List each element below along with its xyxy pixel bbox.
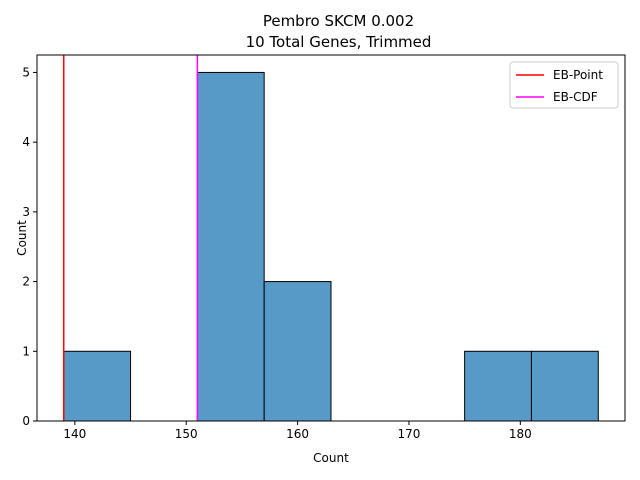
x-tick-label: 170	[398, 427, 421, 441]
histogram-bar-3	[263, 281, 332, 422]
y-tick-label: 5	[22, 65, 30, 79]
reference-lines-group	[62, 55, 199, 421]
x-tick-label: 140	[63, 427, 86, 441]
histogram-bar-0	[63, 350, 132, 422]
x-axis-ticks: 140 150 160 170 180	[63, 421, 532, 441]
bars-group	[63, 71, 599, 422]
y-tick-label: 1	[22, 344, 30, 358]
y-axis-label: Count	[15, 220, 29, 256]
y-tick-label: 3	[22, 205, 30, 219]
histogram-bar-2	[196, 71, 265, 422]
x-tick-label: 180	[509, 427, 532, 441]
x-tick-label: 160	[286, 427, 309, 441]
legend: EB-Point EB-CDF	[509, 61, 619, 109]
legend-label-eb-cdf: EB-CDF	[553, 90, 598, 104]
y-tick-label: 2	[22, 275, 30, 289]
chart-subtitle: 10 Total Genes, Trimmed	[246, 33, 432, 51]
y-tick-label: 0	[22, 414, 30, 428]
x-tick-label: 150	[175, 427, 198, 441]
legend-label-eb-point: EB-Point	[553, 68, 603, 82]
x-axis-label: Count	[313, 451, 349, 465]
histogram-bar-7	[530, 350, 599, 422]
y-tick-label: 4	[22, 135, 30, 149]
y-axis-ticks: 0 1 2 3 4 5	[22, 65, 37, 428]
plot-frame	[36, 54, 626, 422]
histogram-bar-6	[464, 350, 532, 422]
chart-title: Pembro SKCM 0.002	[263, 12, 414, 30]
